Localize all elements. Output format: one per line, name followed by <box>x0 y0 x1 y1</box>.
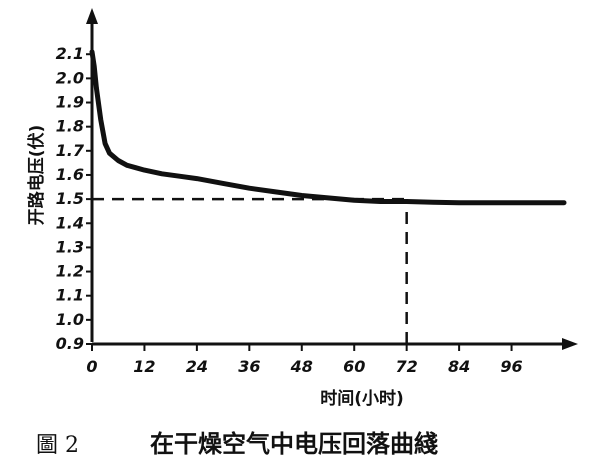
y-tick-label: 1.1 <box>56 286 84 305</box>
x-tick-label: 24 <box>186 357 208 376</box>
y-tick-label: 1.0 <box>56 310 84 329</box>
ticks: 0.9 1.0 1.1 1.2 1.3 1.4 1.5 1.6 1.7 1.8 1.9 2.0 2.1 0… <box>56 44 523 376</box>
x-tick-label: 84 <box>448 357 470 376</box>
y-tick-label: 1.6 <box>56 165 84 184</box>
x-tick-label: 48 <box>290 357 313 376</box>
y-tick-label: 1.9 <box>56 93 84 112</box>
y-tick-label: 1.3 <box>56 237 84 256</box>
x-axis-arrow-icon <box>562 338 578 350</box>
x-axis-title: 时间(小时) <box>320 388 404 409</box>
series <box>89 49 567 206</box>
reference-lines <box>92 197 408 344</box>
figure-number: 圖 2 <box>36 433 79 458</box>
y-tick-label: 1.7 <box>56 141 85 160</box>
x-tick-label: 96 <box>500 357 522 376</box>
x-tick-label: 12 <box>133 357 155 376</box>
y-tick-label: 0.9 <box>56 334 84 353</box>
x-tick-label: 36 <box>238 357 260 376</box>
y-tick-label: 1.4 <box>56 213 84 232</box>
chart-caption: 在干燥空气中电压回落曲綫 <box>150 430 438 458</box>
y-tick-label: 2.0 <box>56 68 84 87</box>
x-tick-label: 72 <box>396 357 418 376</box>
y-tick-label: 1.8 <box>56 117 84 136</box>
y-tick-label: 1.5 <box>56 189 84 208</box>
y-tick-label: 1.2 <box>56 262 84 281</box>
y-axis-title: 开路电压(伏) <box>26 125 47 226</box>
axes <box>86 8 578 350</box>
y-axis-arrow-icon <box>86 8 98 24</box>
voltage-curve-series-0 <box>89 49 567 206</box>
y-tick-label: 2.1 <box>56 44 84 63</box>
x-tick-label: 60 <box>343 357 365 376</box>
x-tick-label: 0 <box>86 357 97 376</box>
